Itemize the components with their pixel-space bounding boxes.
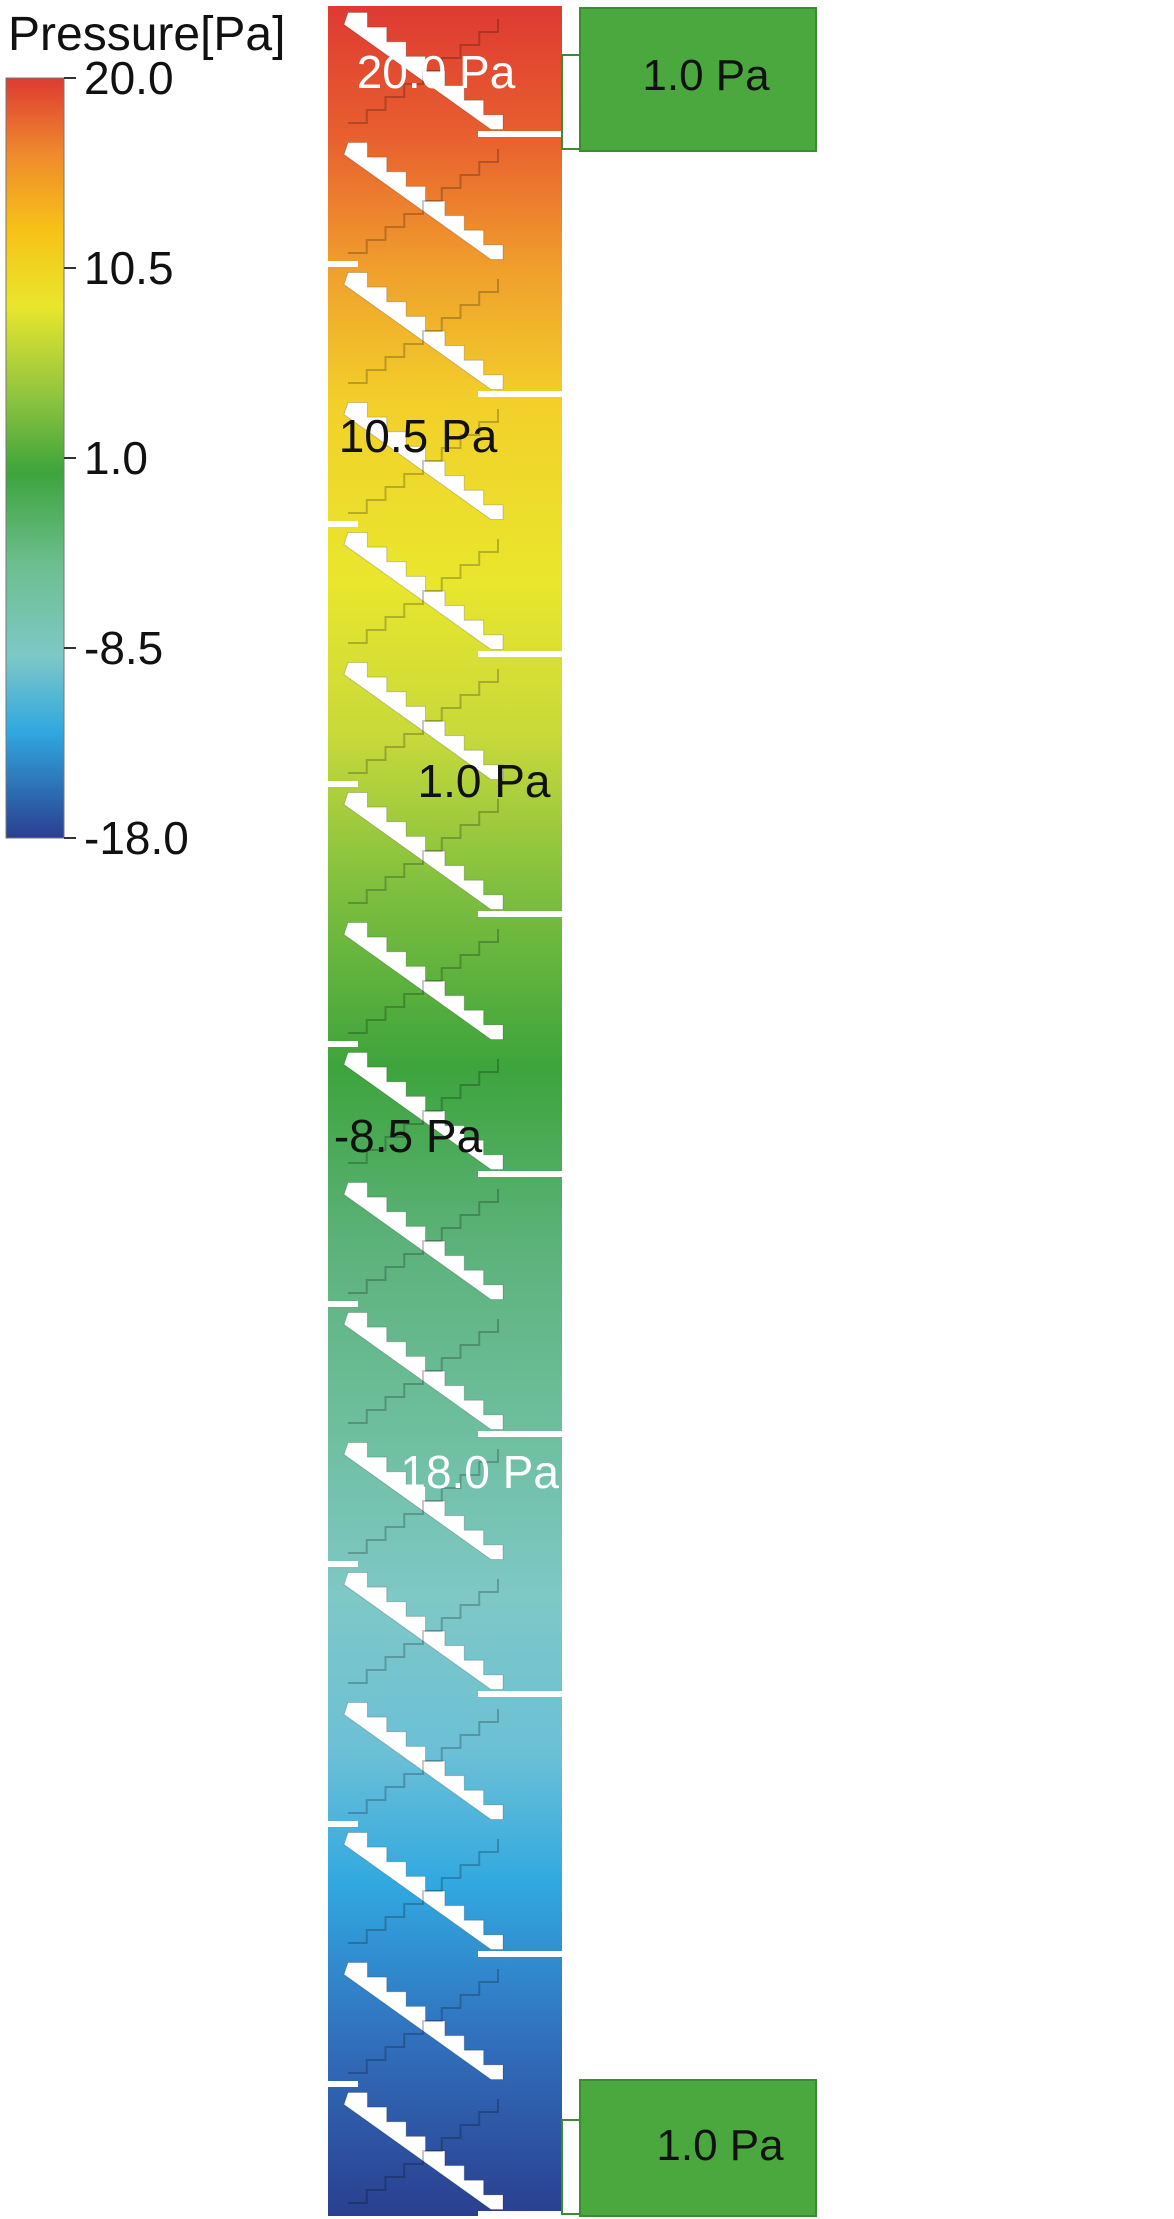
stage-contour-line: [348, 19, 499, 124]
stage-gap: [328, 2081, 358, 2087]
reservoir-top: 1.0 Pa: [561, 7, 817, 152]
stage-baffle: [343, 532, 504, 650]
legend-tick-label: 10.5: [84, 242, 174, 294]
stage-gap: [478, 1171, 562, 1177]
stage-contour-line: [348, 149, 499, 254]
colorbar-legend: Pressure[Pa] 20.0 10.5 1.0 -8.5 -18.0: [5, 8, 285, 864]
stage-gap: [328, 1041, 358, 1047]
stage-contour-line: [348, 799, 499, 904]
pressure-annotation: 20.0 Pa: [357, 46, 516, 98]
pressure-annotations: 20.0 Pa 10.5 Pa 1.0 Pa -8.5 Pa -18.0 Pa: [334, 46, 560, 1498]
stage-gap: [478, 1431, 562, 1437]
stage-contour-line: [348, 539, 499, 644]
stage-contour-line: [348, 1709, 499, 1814]
legend-tick-label: -8.5: [84, 622, 163, 674]
reservoir-bottom-label: 1.0 Pa: [656, 2121, 784, 2170]
stage-baffle: [343, 662, 504, 780]
stage-baffle: [343, 272, 504, 390]
stage-baffle: [343, 1052, 504, 1170]
pressure-annotation: -18.0 Pa: [385, 1446, 559, 1498]
stage-baffle: [343, 1572, 504, 1690]
stage-gap: [328, 521, 358, 527]
legend-tick-label: -18.0: [84, 812, 189, 864]
column-stages: [328, 12, 562, 2217]
stage-gap: [328, 1301, 358, 1307]
legend-ticks: 20.0 10.5 1.0 -8.5 -18.0: [64, 52, 189, 864]
reservoir-bottom-connector: [561, 2119, 581, 2215]
legend-title: Pressure[Pa]: [8, 8, 285, 61]
reservoir-top-connector: [561, 54, 581, 150]
stage-gap: [478, 1691, 562, 1697]
stage-contour-line: [348, 1839, 499, 1944]
stage-baffle: [343, 1312, 504, 1430]
legend-tick-label: 20.0: [84, 52, 174, 104]
stage-contour-line: [348, 1059, 499, 1164]
stage-gap: [328, 261, 358, 267]
column-body: [328, 6, 562, 2217]
colorbar: [5, 77, 65, 839]
stage-baffle: [343, 1702, 504, 1820]
stage-baffle: [343, 1962, 504, 2080]
stage-baffle: [343, 402, 504, 520]
stage-baffle: [343, 2092, 504, 2210]
stage-contour-line: [348, 409, 499, 514]
stage-gap: [328, 781, 358, 787]
stage-baffle: [343, 792, 504, 910]
pressure-annotation: -8.5 Pa: [334, 1110, 483, 1162]
stage-contour-line: [348, 1319, 499, 1424]
stage-baffle: [343, 12, 504, 130]
stage-contour-line: [348, 929, 499, 1034]
reservoir-top-box: [579, 7, 817, 152]
stage-gap: [478, 2211, 562, 2217]
stage-contour-line: [348, 669, 499, 774]
stage-gap: [478, 911, 562, 917]
stage-contour-line: [348, 2099, 499, 2204]
stage-gap: [328, 1561, 358, 1567]
stage-baffle: [343, 922, 504, 1040]
stage-contour-line: [348, 1579, 499, 1684]
stage-baffle: [343, 1442, 504, 1560]
stage-gap: [478, 1951, 562, 1957]
stage-baffle: [343, 142, 504, 260]
stage-contour-line: [348, 1449, 499, 1554]
reservoir-bottom: 1.0 Pa: [561, 2079, 817, 2217]
stage-contour-line: [348, 1189, 499, 1294]
stage-baffle: [343, 1182, 504, 1300]
pressure-annotation: 1.0 Pa: [418, 755, 551, 807]
reservoir-bottom-box: [579, 2079, 817, 2217]
stage-gap: [478, 651, 562, 657]
stage-contour-line: [348, 279, 499, 384]
stage-gap: [328, 1821, 358, 1827]
legend-tick-label: 1.0: [84, 432, 148, 484]
pressure-annotation: 10.5 Pa: [339, 410, 498, 462]
stage-gap: [478, 131, 562, 137]
stage-contour-line: [348, 1969, 499, 2074]
stage-gap: [478, 391, 562, 397]
stage-baffle: [343, 1832, 504, 1950]
reservoir-top-label: 1.0 Pa: [642, 51, 770, 100]
